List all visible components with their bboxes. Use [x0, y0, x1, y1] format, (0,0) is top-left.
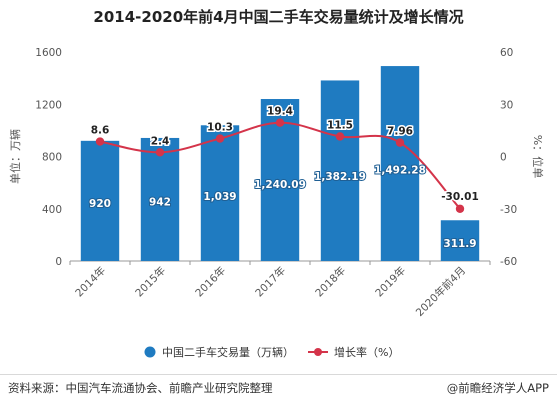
legend-bar-marker [144, 346, 156, 358]
bar-series [80, 66, 480, 261]
bar [200, 125, 240, 261]
y-tick-label: 400 [42, 204, 62, 216]
x-tick-label: 2017年 [253, 264, 289, 300]
x-tick-label: 2015年 [133, 264, 169, 300]
footer: 资料来源：中国汽车流通协会、前瞻产业研究院整理 @前瞻经济学人APP [0, 374, 557, 400]
bar-value-label: 1,039 [203, 191, 236, 203]
rate-point [335, 132, 345, 141]
x-tick-label: 2016年 [193, 264, 229, 300]
bar [380, 66, 420, 261]
bar-value-label: 920 [89, 198, 111, 210]
rate-point [155, 148, 165, 157]
bar [80, 140, 120, 261]
rate-value-label: 8.6 [91, 125, 110, 137]
rate-value-label: 10.3 [207, 122, 233, 134]
rate-point [395, 138, 405, 147]
bar [320, 80, 360, 261]
rate-value-label: -30.01 [441, 191, 479, 203]
data-labels: 920 942 1,039 1,240.09 1,382.19 1,492.28 311.9… [88, 104, 480, 251]
rate-value-label: 2.4 [151, 135, 170, 147]
bar-value-label: 1,492.28 [374, 164, 426, 176]
y-tick-label: 1600 [35, 47, 62, 59]
chart-title: 2014-2020年前4月中国二手车交易量统计及增长情况 [93, 8, 464, 26]
x-tick-label: 2020年前4月 [413, 264, 468, 319]
x-axis: 2014年 2015年 2016年 2017年 2018年 2019年 2020年前4月 [69, 260, 491, 319]
y-axis-title: 单位：万辆 [8, 129, 22, 184]
y2-tick-label: 30 [500, 99, 513, 111]
bar [440, 220, 480, 261]
y2-tick-label: 0 [500, 152, 507, 164]
y2-tick-label: 60 [500, 47, 513, 59]
rate-point [275, 118, 285, 127]
rate-point [455, 204, 465, 213]
rate-value-label: 7.96 [387, 126, 413, 138]
rate-point [95, 137, 105, 146]
x-tick-label: 2018年 [313, 264, 349, 300]
y-tick-label: 1200 [35, 99, 62, 111]
y2-tick-label: -60 [500, 256, 517, 268]
y-axis-right: -60 -30 0 30 60 %：位单 [500, 47, 545, 268]
rate-value-label: 11.5 [327, 119, 353, 131]
footer-divider [0, 374, 557, 375]
bar-value-label: 1,382.19 [314, 171, 366, 183]
x-tick-label: 2014年 [73, 264, 109, 300]
legend-line-label: 增长率（%） [334, 345, 399, 359]
y2-tick-label: -30 [500, 204, 517, 216]
y2-axis-title: %：位单 [531, 135, 545, 178]
y-tick-label: 0 [55, 256, 62, 268]
rate-value-label: 19.4 [267, 106, 293, 118]
legend: 中国二手车交易量（万辆） 增长率（%） [144, 345, 399, 359]
x-tick-label: 2019年 [373, 264, 409, 300]
legend-bar-label: 中国二手车交易量（万辆） [162, 345, 294, 359]
bar-value-label: 942 [149, 197, 171, 209]
legend-line-dot [314, 348, 322, 356]
rate-point [215, 134, 225, 143]
bar-value-label: 1,240.09 [254, 179, 306, 191]
y-axis-left: 0 400 800 1200 1600 单位：万辆 [8, 47, 62, 268]
line-series [95, 118, 465, 213]
bar-value-label: 311.9 [443, 238, 476, 250]
footer-brand: @前瞻经济学人APP [446, 381, 549, 395]
bar [140, 137, 180, 261]
y-tick-label: 800 [42, 152, 62, 164]
footer-source: 资料来源：中国汽车流通协会、前瞻产业研究院整理 [8, 381, 273, 395]
